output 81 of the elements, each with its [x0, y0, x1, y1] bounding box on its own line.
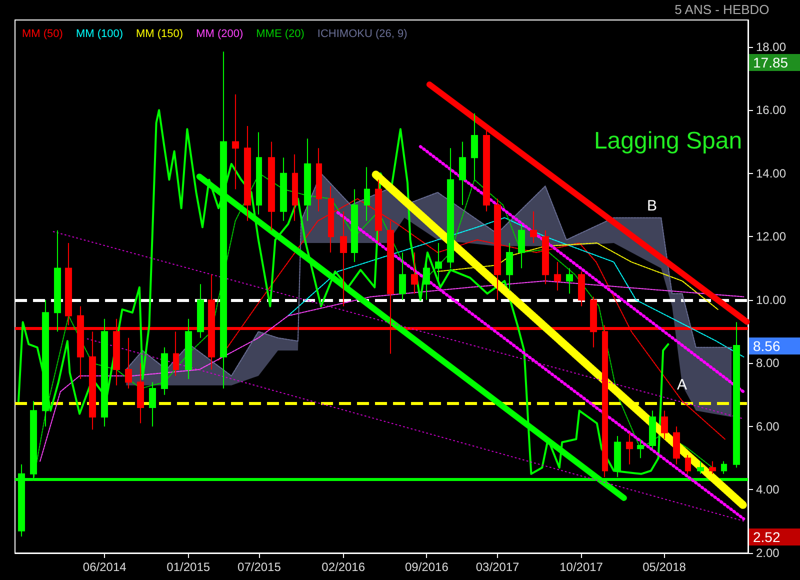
candlestick: [649, 410, 656, 450]
y-tick-label: 10.00: [756, 292, 786, 307]
candlestick: [721, 460, 727, 474]
candlestick: [292, 154, 298, 222]
annotation: Lagging Span: [594, 128, 742, 154]
candlestick: [471, 112, 478, 180]
candlestick: [197, 284, 204, 338]
text: MM (150): [136, 28, 184, 40]
candlestick: [399, 252, 406, 300]
candlestick: [661, 410, 668, 440]
candlestick: [566, 268, 573, 294]
candlestick: [733, 322, 740, 468]
candlestick: [256, 132, 262, 216]
text: MME (20): [256, 28, 304, 40]
candlestick: [244, 125, 251, 222]
y-tick-label: 14.00: [756, 166, 786, 180]
line-series: [126, 172, 732, 376]
y-tick-label: 16.00: [756, 103, 786, 118]
line-series: [288, 217, 744, 358]
x-tick-label: 02/2016: [322, 560, 366, 574]
line-series: [437, 242, 718, 310]
candlestick: [542, 230, 549, 285]
candlestick: [447, 148, 454, 269]
candlestick: [530, 210, 537, 244]
candlestick: [232, 94, 239, 190]
x-tick-label: 10/2017: [560, 560, 604, 574]
candlestick: [459, 141, 466, 206]
text: 17.85: [753, 54, 788, 70]
candlestick: [506, 242, 513, 291]
y-tick-label: 18.00: [756, 40, 786, 54]
candlestick: [709, 460, 716, 474]
candlestick: [125, 337, 132, 390]
candlestick: [101, 318, 108, 427]
candlestick: [268, 141, 275, 231]
text: MM (200): [196, 28, 244, 40]
text: ICHIMOKU (26, 9): [317, 28, 408, 40]
candlestick: [316, 148, 322, 212]
candlestick: [685, 454, 691, 474]
candlestick: [626, 432, 633, 465]
text: 8.56: [753, 338, 780, 354]
chart-subtitle: 5 ANS - HEBDO: [674, 2, 770, 17]
annotation: B: [646, 198, 658, 214]
candlestick: [304, 138, 311, 222]
x-tick-label: 01/2015: [166, 560, 210, 574]
candlestick: [518, 224, 525, 269]
y-tick-label: 12.00: [756, 230, 786, 244]
x-tick-label: 06/2014: [82, 560, 127, 574]
text: 2.52: [753, 529, 780, 546]
text: MM (50): [22, 28, 63, 40]
line-series: [32, 172, 713, 481]
candlestick: [351, 188, 358, 262]
candlestick: [65, 242, 72, 326]
candlestick: [673, 426, 680, 465]
candlestick: [578, 270, 585, 307]
candlestick: [54, 230, 61, 332]
candlestick: [435, 242, 442, 285]
candlestick: [280, 157, 287, 222]
candlestick: [149, 382, 156, 427]
line-series: [40, 280, 744, 462]
candlestick: [42, 299, 49, 427]
y-tick-label: 6.00: [756, 419, 780, 434]
y-tick-label: 2.00: [756, 546, 780, 560]
candlestick: [637, 438, 644, 459]
candlestick: [161, 346, 168, 396]
candlestick: [185, 318, 192, 380]
y-tick-label: 8.00: [756, 356, 780, 370]
candlestick: [364, 166, 370, 222]
candlestick: [554, 261, 561, 291]
candlestick: [697, 460, 704, 474]
text: MM (100): [76, 28, 124, 40]
candlestick: [423, 261, 430, 300]
candlestick: [137, 362, 144, 424]
x-tick-label: 03/2017: [476, 560, 520, 574]
candlestick: [340, 210, 347, 307]
candlestick: [483, 128, 490, 212]
candlestick: [411, 252, 418, 294]
y-tick-label: 4.00: [756, 482, 780, 497]
x-tick-label: 09/2016: [405, 560, 449, 574]
x-tick-label: 05/2018: [642, 560, 686, 574]
annotation: A: [676, 376, 688, 394]
x-tick-label: 07/2015: [238, 560, 282, 574]
